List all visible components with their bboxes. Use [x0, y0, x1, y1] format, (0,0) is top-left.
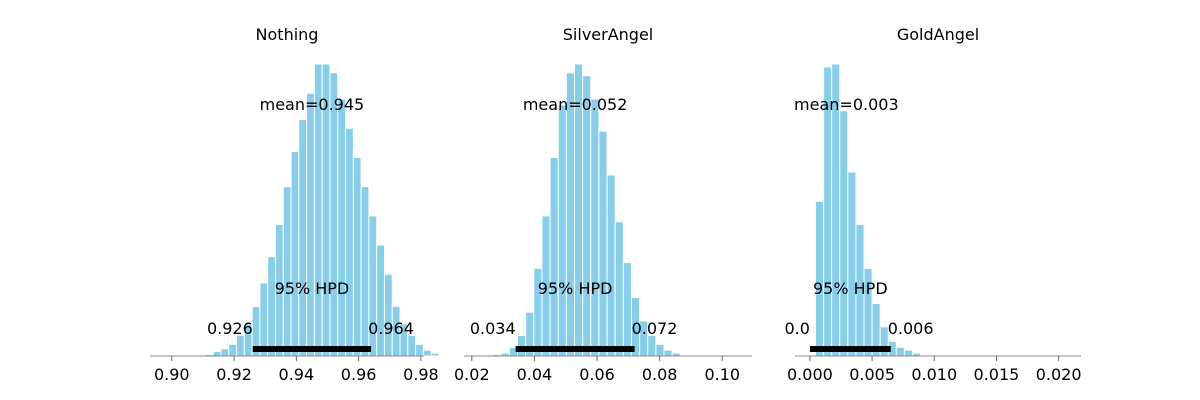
x-tick-label: 0.02 — [454, 365, 490, 384]
mean-annotation: mean=0.052 — [523, 95, 628, 114]
panel-title: SilverAngel — [563, 25, 653, 44]
histogram-bar — [565, 72, 576, 357]
x-tick-label: 0.04 — [517, 365, 553, 384]
hpd-upper-label: 0.006 — [888, 319, 934, 338]
histogram-bar — [422, 349, 432, 357]
histogram-bar — [383, 273, 393, 357]
histogram-bar — [614, 221, 624, 357]
histogram-bar — [345, 127, 354, 357]
x-tick-label: 0.96 — [341, 365, 377, 384]
x-tick-label: 0.010 — [911, 365, 957, 384]
histogram-bar — [847, 171, 857, 357]
x-tick-label: 0.020 — [1036, 365, 1082, 384]
hpd-label: 95% HPD — [275, 279, 350, 298]
histogram-bar — [663, 349, 673, 357]
x-tick-label: 0.94 — [279, 365, 315, 384]
histogram-bar — [415, 343, 424, 357]
x-tick-label: 0.90 — [154, 365, 190, 384]
x-tick-label: 0.08 — [642, 365, 678, 384]
hpd-upper-label: 0.964 — [368, 319, 414, 338]
histogram-bar — [895, 346, 905, 357]
histogram-bar — [329, 72, 339, 357]
histogram-bar — [290, 151, 300, 357]
histogram-bar — [903, 349, 914, 357]
histogram-bar — [557, 104, 567, 357]
histogram-bar — [622, 262, 632, 357]
histogram-bar — [306, 92, 315, 357]
histogram-bar — [606, 174, 616, 357]
histogram-bar — [517, 335, 527, 357]
histogram-bar — [267, 256, 276, 357]
mean-annotation: mean=0.945 — [260, 95, 365, 114]
histogram-bar — [655, 343, 665, 357]
histogram-bar — [259, 282, 269, 357]
histogram-bar — [228, 343, 238, 357]
hpd-label: 95% HPD — [538, 279, 613, 298]
histogram-bar — [337, 98, 347, 357]
histogram-bar — [590, 98, 600, 357]
histogram-bar — [282, 186, 292, 357]
x-tick-label: 0.92 — [216, 365, 252, 384]
histogram-bar — [220, 348, 230, 357]
histogram-bar — [407, 335, 417, 357]
histogram-bar — [430, 352, 440, 357]
histogram-bar — [376, 244, 385, 357]
panel-title: GoldAngel — [897, 25, 979, 44]
histogram-bar — [582, 75, 592, 357]
histogram-bar — [212, 351, 222, 357]
mean-annotation: mean=0.003 — [794, 95, 899, 114]
hpd-upper-label: 0.072 — [632, 319, 678, 338]
x-tick-label: 0.98 — [403, 365, 439, 384]
histogram-bar — [298, 118, 308, 357]
histogram-bar — [647, 335, 657, 357]
x-tick-label: 0.000 — [787, 365, 833, 384]
x-tick-label: 0.015 — [974, 365, 1020, 384]
histogram-bar — [598, 130, 608, 357]
hpd-lower-label: 0.0 — [784, 319, 809, 338]
hpd-lower-label: 0.034 — [470, 319, 516, 338]
histogram-bar — [352, 156, 362, 357]
hpd-label: 95% HPD — [813, 279, 888, 298]
x-tick-label: 0.06 — [579, 365, 615, 384]
histogram-bar — [236, 335, 245, 357]
panel-title: Nothing — [256, 25, 319, 44]
histogram-bar — [549, 156, 559, 357]
hpd-lower-label: 0.926 — [207, 319, 253, 338]
histogram-bar — [839, 110, 849, 357]
x-tick-label: 0.10 — [704, 365, 740, 384]
x-tick-label: 0.005 — [849, 365, 895, 384]
